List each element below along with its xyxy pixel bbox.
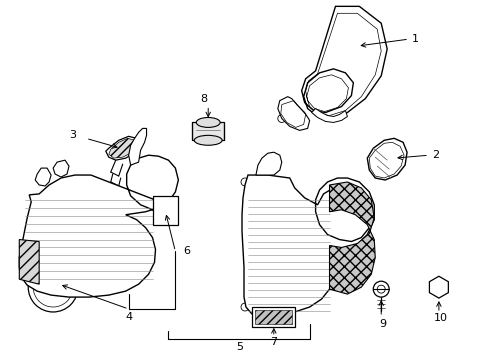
Bar [192,122,224,140]
Polygon shape [254,310,291,324]
Polygon shape [428,276,447,298]
Polygon shape [53,160,69,177]
Polygon shape [251,307,294,327]
Polygon shape [128,129,146,165]
Text: 3: 3 [69,130,76,140]
Text: 7: 7 [270,337,277,347]
Polygon shape [277,96,309,130]
Polygon shape [311,109,346,122]
Polygon shape [242,175,373,317]
Polygon shape [105,136,141,160]
Text: 1: 1 [411,34,418,44]
Polygon shape [35,168,51,186]
Polygon shape [152,196,178,225]
Polygon shape [108,138,137,158]
Polygon shape [19,239,39,284]
Text: 9: 9 [379,319,386,329]
Polygon shape [19,155,178,297]
Ellipse shape [196,117,220,127]
Text: 4: 4 [125,312,132,322]
Polygon shape [329,182,374,294]
Text: 6: 6 [183,247,190,256]
Text: 2: 2 [431,150,438,160]
Text: 5: 5 [236,342,243,352]
Text: 8: 8 [200,94,207,104]
Polygon shape [366,138,406,180]
Polygon shape [255,152,281,175]
Text: 10: 10 [433,313,447,323]
Polygon shape [301,6,386,118]
Ellipse shape [194,135,222,145]
